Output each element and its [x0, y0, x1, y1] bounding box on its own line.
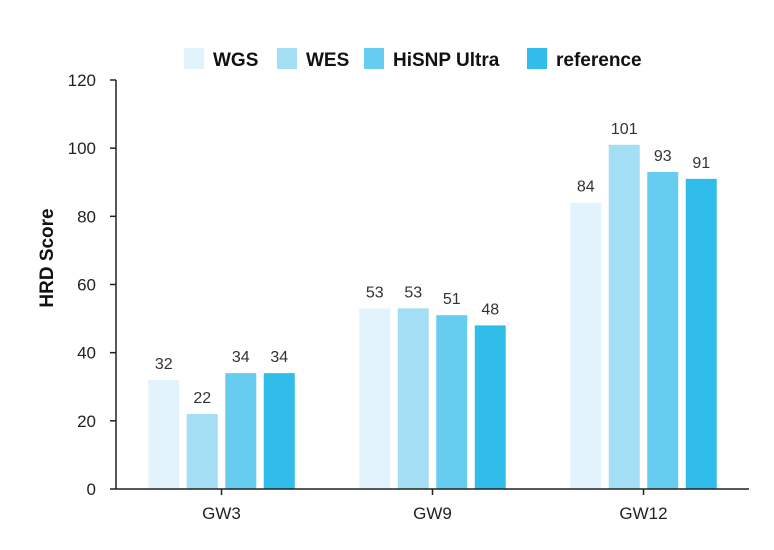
y-tick-label: 0 [87, 480, 96, 499]
bar-gw3-wgs [148, 379, 180, 489]
y-axis: 0 20 40 60 80 100 120 [68, 71, 117, 499]
legend-swatch [527, 48, 547, 69]
data-label: 34 [232, 349, 250, 366]
bar-gw9-hisnp-ultra [436, 315, 468, 489]
bar-gw12-wgs [570, 202, 602, 489]
data-label: 32 [155, 356, 173, 373]
legend-label: WES [306, 50, 349, 71]
data-label: 51 [443, 291, 461, 308]
bar-gw12-hisnp-ultra [647, 172, 679, 489]
legend-swatch [277, 48, 297, 69]
legend: WGS WES HiSNP Ultra reference [184, 48, 642, 71]
data-label: 53 [404, 284, 422, 301]
legend-label: reference [556, 50, 642, 71]
legend-label: WGS [213, 50, 258, 71]
bar-gw9-reference [474, 325, 506, 489]
y-axis-label: HRD Score [37, 208, 58, 307]
bars: 32 22 34 34 53 53 51 48 84 101 93 91 [148, 121, 717, 489]
bar-gw3-reference [263, 373, 295, 489]
legend-label: HiSNP Ultra [393, 50, 500, 71]
x-tick-label: GW9 [413, 504, 452, 523]
y-tick-label: 40 [77, 344, 96, 363]
data-label: 91 [692, 155, 710, 172]
data-label: 84 [577, 179, 595, 196]
bar-gw3-hisnp-ultra [225, 373, 257, 489]
legend-swatch [184, 48, 204, 69]
y-tick-label: 120 [68, 71, 96, 90]
x-tick-label: GW3 [202, 504, 241, 523]
data-label: 48 [481, 301, 499, 318]
x-tick-label: GW12 [619, 504, 667, 523]
bar-gw9-wgs [359, 308, 391, 489]
x-axis: GW3 GW9 GW12 [116, 488, 749, 523]
y-tick-label: 60 [77, 276, 96, 295]
legend-swatch [364, 48, 384, 69]
bar-gw12-wes [608, 144, 640, 489]
y-tick-label: 80 [77, 207, 96, 226]
bar-gw3-wes [186, 414, 218, 489]
bar-gw12-reference [685, 178, 717, 489]
data-label: 101 [611, 121, 638, 138]
data-label: 34 [270, 349, 288, 366]
bar-gw9-wes [397, 308, 429, 489]
y-tick-label: 20 [77, 412, 96, 431]
y-tick-label: 100 [68, 139, 96, 158]
data-label: 22 [193, 390, 211, 407]
data-label: 53 [366, 284, 384, 301]
data-label: 93 [654, 148, 672, 165]
